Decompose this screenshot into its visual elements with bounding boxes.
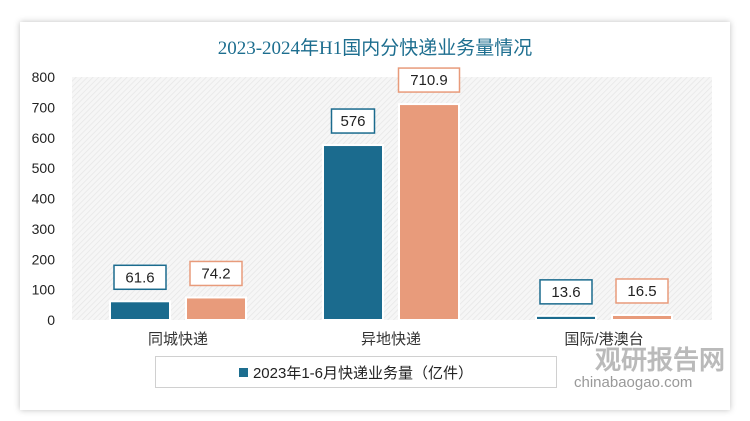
bar: [398, 103, 460, 322]
watermark-url: chinabaogao.com: [574, 374, 693, 391]
data-label-box: [539, 279, 593, 305]
chart-title: 2023-2024年H1国内分快递业务量情况: [217, 38, 533, 59]
x-tick-label: 异地快递: [361, 331, 421, 348]
y-tick-label: 0: [47, 312, 55, 328]
plot-area: [72, 77, 712, 320]
data-label: 16.5: [627, 283, 656, 300]
y-tick-label: 100: [32, 282, 56, 298]
data-label: 74.2: [201, 265, 230, 282]
legend: 2023年1-6月快递业务量（亿件）: [155, 356, 557, 388]
data-label-box: [189, 260, 243, 287]
legend-label: 2023年1-6月快递业务量（亿件）: [252, 364, 474, 382]
y-tick-label: 700: [32, 99, 56, 115]
y-tick-label: 400: [32, 191, 56, 207]
bar: [109, 300, 171, 322]
y-tick-label: 300: [32, 221, 56, 237]
y-tick-label: 800: [32, 69, 56, 85]
bar: [611, 313, 673, 322]
y-tick-label: 500: [32, 160, 56, 176]
y-tick-label: 600: [32, 130, 56, 146]
x-tick-label: 国际/港澳台: [564, 331, 643, 348]
y-tick-label: 200: [32, 251, 56, 267]
legend-swatch: [238, 367, 248, 377]
bar: [535, 314, 597, 321]
data-label-box: [113, 264, 167, 291]
bar: [185, 296, 247, 322]
data-label-box: [615, 278, 669, 304]
x-tick-label: 同城快递: [148, 331, 208, 348]
bar: [322, 144, 384, 321]
data-label: 61.6: [125, 269, 154, 286]
data-label-box: [330, 108, 376, 134]
data-label: 576: [340, 113, 365, 130]
data-label: 13.6: [551, 284, 580, 301]
data-label: 710.9: [410, 72, 448, 89]
watermark-logo: 观研报告网: [595, 345, 726, 375]
data-label-box: [397, 67, 461, 93]
